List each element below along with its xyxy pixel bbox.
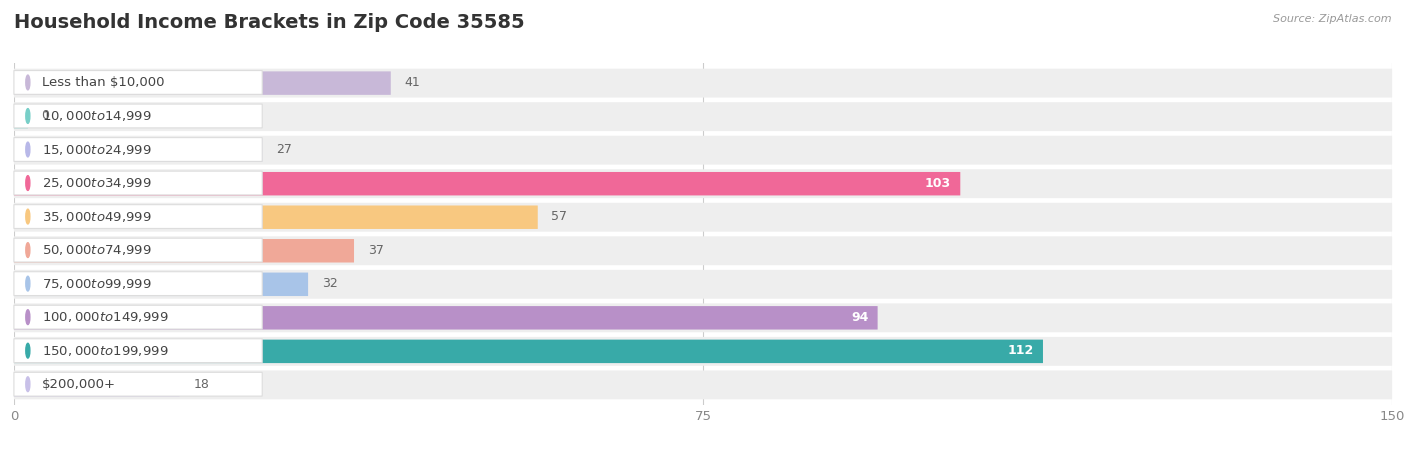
- Text: 94: 94: [851, 310, 869, 324]
- FancyBboxPatch shape: [14, 337, 1392, 366]
- Text: $15,000 to $24,999: $15,000 to $24,999: [42, 143, 152, 157]
- Text: Source: ZipAtlas.com: Source: ZipAtlas.com: [1274, 14, 1392, 23]
- FancyBboxPatch shape: [14, 72, 391, 95]
- Text: 57: 57: [551, 210, 568, 223]
- FancyBboxPatch shape: [14, 138, 262, 162]
- Circle shape: [25, 276, 30, 291]
- FancyBboxPatch shape: [14, 339, 262, 363]
- Text: 27: 27: [276, 143, 291, 156]
- Circle shape: [25, 75, 30, 90]
- Text: $200,000+: $200,000+: [42, 378, 115, 391]
- FancyBboxPatch shape: [14, 372, 262, 396]
- FancyBboxPatch shape: [14, 102, 1392, 131]
- FancyBboxPatch shape: [14, 373, 180, 396]
- FancyBboxPatch shape: [14, 270, 1392, 299]
- FancyBboxPatch shape: [14, 136, 1392, 165]
- Circle shape: [25, 377, 30, 392]
- FancyBboxPatch shape: [14, 105, 28, 128]
- Text: $25,000 to $34,999: $25,000 to $34,999: [42, 176, 152, 190]
- FancyBboxPatch shape: [14, 203, 1392, 232]
- FancyBboxPatch shape: [14, 239, 354, 262]
- FancyBboxPatch shape: [14, 169, 1392, 198]
- Text: 18: 18: [193, 378, 209, 391]
- Circle shape: [25, 142, 30, 157]
- Text: $150,000 to $199,999: $150,000 to $199,999: [42, 344, 169, 358]
- FancyBboxPatch shape: [14, 71, 262, 94]
- Text: $100,000 to $149,999: $100,000 to $149,999: [42, 310, 169, 324]
- FancyBboxPatch shape: [14, 236, 1392, 265]
- FancyBboxPatch shape: [14, 139, 262, 162]
- Text: 103: 103: [925, 176, 950, 189]
- Text: $75,000 to $99,999: $75,000 to $99,999: [42, 277, 152, 291]
- FancyBboxPatch shape: [14, 104, 262, 128]
- Circle shape: [25, 108, 30, 123]
- FancyBboxPatch shape: [14, 206, 537, 229]
- Circle shape: [25, 209, 30, 224]
- Text: 32: 32: [322, 277, 337, 290]
- Text: Less than $10,000: Less than $10,000: [42, 76, 165, 89]
- Text: 41: 41: [405, 76, 420, 89]
- Circle shape: [25, 243, 30, 257]
- FancyBboxPatch shape: [14, 172, 960, 195]
- FancyBboxPatch shape: [14, 205, 262, 229]
- Text: 37: 37: [368, 243, 384, 256]
- Text: 112: 112: [1008, 344, 1033, 357]
- Text: $50,000 to $74,999: $50,000 to $74,999: [42, 243, 152, 257]
- FancyBboxPatch shape: [14, 238, 262, 262]
- Text: $35,000 to $49,999: $35,000 to $49,999: [42, 210, 152, 224]
- Circle shape: [25, 310, 30, 324]
- FancyBboxPatch shape: [14, 273, 308, 296]
- FancyBboxPatch shape: [14, 69, 1392, 98]
- FancyBboxPatch shape: [14, 305, 262, 329]
- FancyBboxPatch shape: [14, 272, 262, 296]
- Circle shape: [25, 176, 30, 190]
- Text: Household Income Brackets in Zip Code 35585: Household Income Brackets in Zip Code 35…: [14, 14, 524, 32]
- Circle shape: [25, 343, 30, 358]
- FancyBboxPatch shape: [14, 340, 1043, 363]
- FancyBboxPatch shape: [14, 171, 262, 195]
- FancyBboxPatch shape: [14, 303, 1392, 332]
- FancyBboxPatch shape: [14, 370, 1392, 399]
- Text: $10,000 to $14,999: $10,000 to $14,999: [42, 109, 152, 123]
- FancyBboxPatch shape: [14, 306, 877, 329]
- Text: 0: 0: [42, 109, 49, 122]
